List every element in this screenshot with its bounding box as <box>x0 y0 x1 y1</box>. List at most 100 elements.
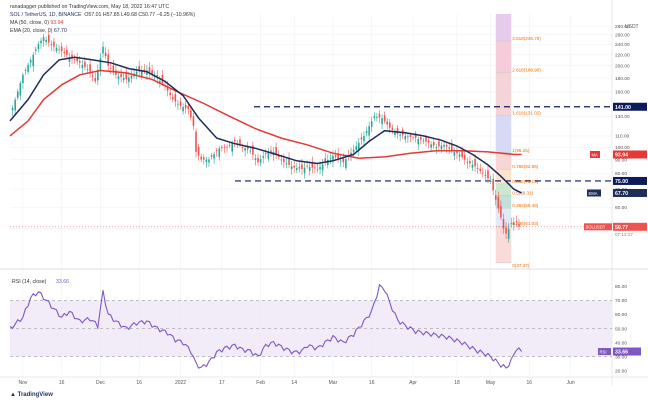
tradingview-brand[interactable]: ▲ TradingView <box>10 392 53 398</box>
price-tick-label: 130.00 <box>615 114 630 120</box>
candle-body <box>427 140 430 143</box>
candle-body <box>365 131 368 133</box>
symbol-ohlc-line: SOL / TetherUS, 1D, BINANCE O57.01 H57.8… <box>10 12 195 18</box>
candle-body <box>277 155 280 158</box>
candle-body <box>487 170 489 179</box>
candle-body <box>453 151 456 156</box>
candle-body <box>518 224 520 227</box>
rsi-tick-label: 70.00 <box>615 298 627 304</box>
ma-legend[interactable]: MA (50, close, 0) 93.94 <box>10 20 64 26</box>
candle-body <box>399 134 401 136</box>
candle-body <box>159 80 161 83</box>
candle-body <box>55 47 58 51</box>
candle-body <box>326 160 329 165</box>
candle-body <box>316 169 319 170</box>
candle-body <box>339 160 342 162</box>
candle-body <box>29 59 32 63</box>
rsi-line[interactable] <box>9 283 523 369</box>
candle-body <box>241 147 244 148</box>
candle-body <box>84 61 86 68</box>
candle-body <box>510 223 513 225</box>
candle-body <box>210 155 213 157</box>
price-tag-ma-bg <box>613 150 647 159</box>
candle-body <box>329 157 332 159</box>
fib-extension-band <box>495 14 512 41</box>
fib-extension-band <box>495 40 512 73</box>
rsi-tick-label: 60.00 <box>615 312 627 318</box>
ema-legend[interactable]: EMA (20, close, 0) 67.70 <box>10 28 67 34</box>
time-tick-label: Mar <box>329 380 338 386</box>
candle-body <box>161 74 164 84</box>
candle-body <box>270 150 272 153</box>
candle-body <box>208 159 210 163</box>
price-tick-label: 110.00 <box>615 134 630 140</box>
candle-body <box>432 142 435 146</box>
price-tick-label: 240.00 <box>615 42 630 48</box>
time-tick-label: 2022 <box>175 380 186 386</box>
price-tick-label: 100.00 <box>615 145 630 151</box>
candle-body <box>303 167 306 174</box>
ma-legend-value: 93.94 <box>50 20 64 26</box>
candle-body <box>109 67 112 69</box>
candle-body <box>254 158 257 160</box>
candle-body <box>430 144 432 148</box>
candle-body <box>71 54 73 59</box>
symbol-label[interactable]: SOL / TetherUS, 1D, BINANCE <box>10 12 82 18</box>
candle-body <box>122 78 125 81</box>
candle-body <box>350 152 352 156</box>
candle-body <box>414 133 417 139</box>
candle-body <box>171 96 174 100</box>
candle-body <box>440 145 443 150</box>
candle-body <box>319 166 321 170</box>
price-tick-label: 200.00 <box>615 63 630 69</box>
candle-body <box>202 157 205 160</box>
candle-body <box>515 221 518 223</box>
candle-body <box>345 159 347 169</box>
candle-body <box>407 136 409 138</box>
candle-body <box>334 155 337 158</box>
candle-body <box>24 69 27 71</box>
price-tick-label: 60.00 <box>615 205 627 211</box>
candle-body <box>466 162 469 164</box>
candle-body <box>22 74 24 84</box>
candle-body <box>205 159 208 162</box>
candle-body <box>489 180 492 182</box>
fib-extension-band <box>495 226 512 263</box>
candle-body <box>32 54 35 67</box>
candle-body <box>125 72 128 80</box>
price-tick-label: 220.00 <box>615 52 630 58</box>
time-tick-label: 18 <box>454 380 460 386</box>
rsi-tick-label: 80.00 <box>615 284 627 290</box>
candle-body <box>11 108 14 111</box>
ema-20-line[interactable] <box>9 56 522 194</box>
candle-body <box>301 164 303 170</box>
candle-body <box>19 83 22 96</box>
price-axis-unit: USDT <box>625 24 639 30</box>
candle-body <box>342 158 345 163</box>
candle-body <box>422 140 425 142</box>
candle-body <box>288 157 290 165</box>
candle-body <box>94 77 97 82</box>
candle-body <box>412 137 414 139</box>
candle-body <box>236 142 239 144</box>
candle-body <box>177 103 179 105</box>
ma-50-line[interactable] <box>9 69 522 159</box>
candle-body <box>376 116 378 118</box>
rsi-inline-tag-bg <box>598 348 611 356</box>
candle-body <box>337 153 339 159</box>
rsi-legend-label[interactable]: RSI (14, close) <box>12 279 47 285</box>
candle-body <box>314 167 316 169</box>
candle-body <box>89 64 91 72</box>
price-tick-label: 280.00 <box>615 24 630 30</box>
candle-body <box>102 46 104 54</box>
candle-body <box>295 168 298 170</box>
candle-body <box>148 67 151 73</box>
candle-body <box>97 69 99 81</box>
candle-body <box>293 165 296 168</box>
candle-body <box>228 145 231 146</box>
time-tick-label: Jun <box>567 380 575 386</box>
candle-body <box>417 138 420 145</box>
ema-inline-tag: EMA <box>589 191 598 196</box>
rsi-value-tag: 33.66 <box>615 350 628 356</box>
